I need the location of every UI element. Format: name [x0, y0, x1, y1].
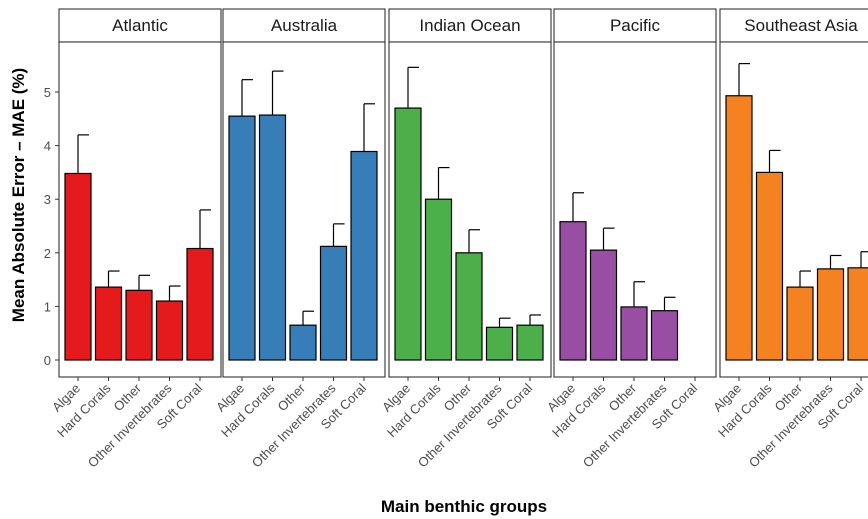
bar [125, 289, 153, 361]
bar [94, 286, 123, 361]
bar [394, 107, 422, 361]
y-tick-label: 3 [44, 192, 51, 207]
facet-strip-label: Atlantic [112, 16, 168, 35]
facet-strip-label: Pacific [610, 16, 661, 35]
bar [755, 171, 784, 361]
bar [228, 115, 256, 361]
bar [289, 324, 317, 361]
bar [350, 150, 378, 361]
y-tick-label: 2 [44, 246, 51, 261]
bar [516, 324, 544, 361]
facet-strip-label: Southeast Asia [744, 16, 858, 35]
bar [650, 310, 679, 361]
bar [786, 286, 814, 361]
y-tick-label: 0 [44, 353, 51, 368]
y-axis: 0 1 2 3 4 5 [44, 85, 59, 368]
y-axis-title: Mean Absolute Error – MAE (%) [9, 68, 28, 322]
bar [725, 95, 753, 361]
x-axis-title: Main benthic groups [381, 497, 547, 516]
facet-strip [388, 8, 552, 43]
bar [589, 249, 618, 361]
facet-strip [553, 8, 717, 43]
y-tick-label: 1 [44, 299, 51, 314]
bar [559, 221, 587, 361]
y-tick-label: 5 [44, 85, 51, 100]
bar [319, 245, 348, 361]
bar [258, 114, 287, 361]
bar [64, 172, 92, 361]
facet-strip [222, 8, 386, 43]
facet-strip-label: Indian Ocean [419, 16, 520, 35]
bar [620, 306, 648, 361]
y-tick-label: 4 [44, 139, 51, 154]
bar [485, 326, 514, 361]
facet-strip-label: Australia [271, 16, 338, 35]
bar [424, 198, 453, 361]
bar [847, 267, 868, 361]
bar [455, 252, 483, 361]
bar [155, 300, 184, 361]
bar [816, 268, 845, 361]
facet-strip [58, 8, 222, 43]
bar [186, 247, 214, 361]
